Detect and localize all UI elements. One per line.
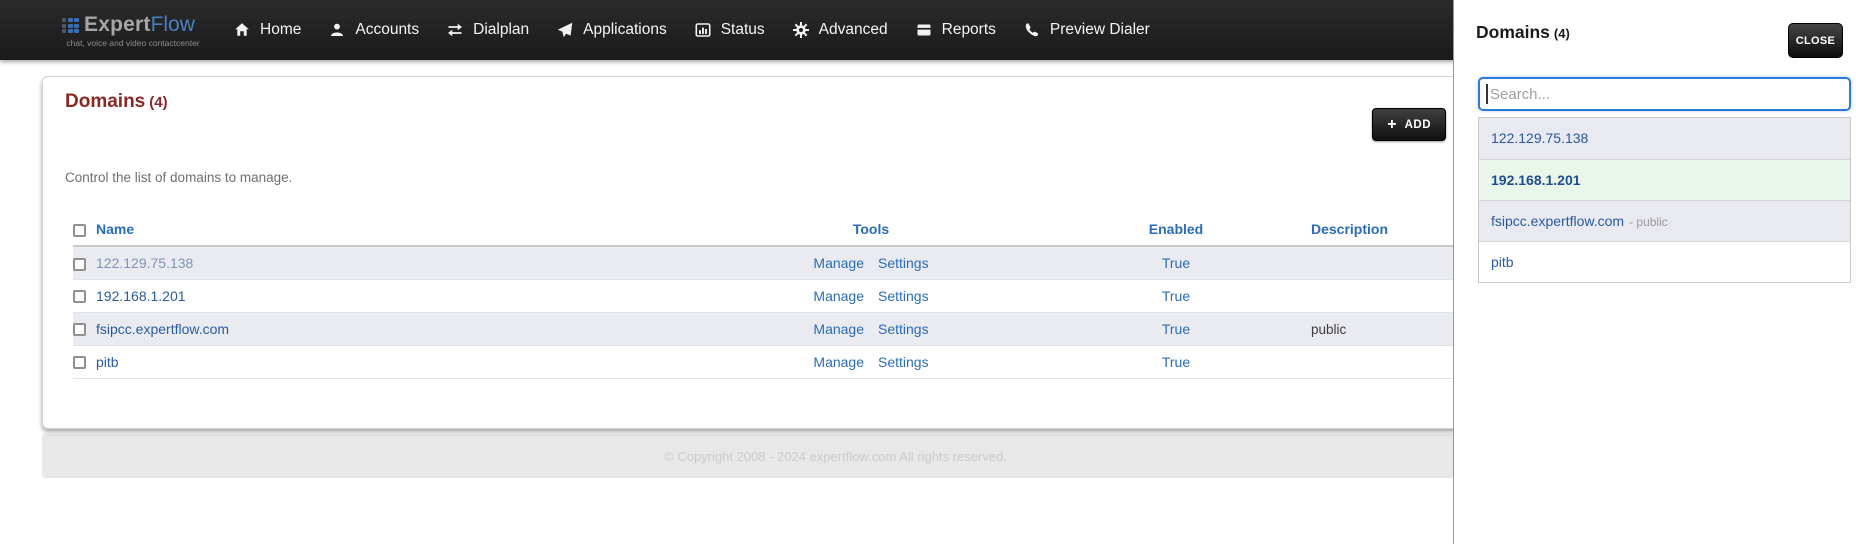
table-row: pitb Manage Settings True [73, 345, 1470, 379]
list-item[interactable]: 122.129.75.138 [1479, 118, 1850, 159]
nav-item-status[interactable]: Status [695, 21, 765, 39]
table-row: 122.129.75.138 Manage Settings True [73, 246, 1470, 280]
add-button[interactable]: + ADD [1372, 108, 1446, 141]
manage-link[interactable]: Manage [813, 287, 864, 304]
nav-item-label: Accounts [355, 21, 420, 38]
nav-item-applications[interactable]: Applications [557, 21, 667, 39]
page-title: Domains (4) [65, 91, 168, 112]
footer: © Copyright 2008 - 2024 expertflow.com A… [42, 434, 1629, 478]
manage-link[interactable]: Manage [813, 320, 864, 337]
column-header-tools[interactable]: Tools [701, 213, 1041, 247]
domain-name-link[interactable]: fsipcc.expertflow.com [96, 320, 230, 337]
column-header-enabled[interactable]: Enabled [1041, 213, 1311, 247]
select-all-checkbox[interactable] [73, 223, 86, 237]
enabled-value: True [1161, 320, 1191, 337]
table-header-row: Name Tools Enabled Description [73, 213, 1470, 247]
panel-domain-count: (4) [1553, 26, 1570, 41]
settings-link[interactable]: Settings [878, 254, 929, 271]
panel-title: Domains (4) [1476, 22, 1570, 42]
expertflow-logo[interactable]: ExpertFlow chat, voice and video contact… [62, 13, 204, 48]
home-icon [234, 22, 250, 38]
row-checkbox[interactable] [73, 290, 86, 304]
nav-item-dialplan[interactable]: Dialplan [447, 21, 529, 39]
page-description: Control the list of domains to manage. [65, 170, 293, 185]
domain-name-link[interactable]: 122.129.75.138 [96, 254, 194, 271]
nav-items: Home Accounts Dialplan Applications Stat… [234, 21, 1150, 39]
nav-item-label: Home [260, 21, 302, 38]
nav-item-label: Reports [941, 21, 996, 38]
domain-name-link[interactable]: 192.168.1.201 [96, 287, 186, 304]
manage-link[interactable]: Manage [813, 353, 864, 370]
nav-item-home[interactable]: Home [234, 21, 301, 39]
list-item[interactable]: fsipcc.expertflow.com - public [1479, 200, 1850, 241]
nav-item-label: Preview Dialer [1049, 21, 1150, 38]
manage-link[interactable]: Manage [813, 254, 864, 271]
row-checkbox[interactable] [73, 323, 86, 337]
list-item-suffix: - public [1629, 215, 1668, 229]
close-button[interactable]: CLOSE [1788, 23, 1843, 58]
settings-link[interactable]: Settings [878, 320, 929, 337]
settings-link[interactable]: Settings [878, 287, 929, 304]
nav-item-label: Dialplan [473, 21, 530, 38]
nav-item-reports[interactable]: Reports [916, 21, 996, 39]
column-header-name[interactable]: Name [96, 213, 701, 247]
enabled-value: True [1161, 353, 1191, 370]
expertflow-logo-icon [62, 18, 79, 33]
text-caret [1486, 84, 1488, 104]
domain-count: (4) [149, 94, 168, 111]
brand-text: Expert [84, 12, 151, 36]
plus-icon: + [1387, 115, 1397, 133]
nav-item-preview-dialer[interactable]: Preview Dialer [1024, 21, 1150, 39]
preview-dialer-icon [1024, 22, 1040, 38]
nav-item-advanced[interactable]: Advanced [792, 21, 888, 39]
copyright-text: © Copyright 2008 - 2024 expertflow.com A… [664, 448, 1007, 464]
advanced-icon [792, 22, 809, 38]
applications-icon [557, 22, 573, 38]
reports-icon [916, 22, 932, 38]
list-item[interactable]: 192.168.1.201 [1479, 159, 1850, 200]
row-checkbox[interactable] [73, 356, 86, 370]
settings-link[interactable]: Settings [878, 353, 929, 370]
domains-table: Name Tools Enabled Description 122.129.7… [73, 213, 1470, 379]
table-row: fsipcc.expertflow.com Manage Settings Tru… [73, 312, 1470, 346]
nav-item-label: Status [720, 21, 765, 38]
row-checkbox[interactable] [73, 257, 86, 271]
enabled-value: True [1161, 287, 1191, 304]
brand-accent-text: Flow [150, 12, 195, 36]
column-header-description[interactable]: Description [1311, 213, 1470, 247]
status-icon [695, 22, 711, 38]
add-button-label: ADD [1404, 118, 1431, 131]
nav-item-accounts[interactable]: Accounts [329, 21, 419, 39]
dialplan-icon [447, 22, 463, 38]
domains-card: Domains (4) Control the list of domains t… [42, 76, 1470, 429]
domain-name-link[interactable]: pitb [96, 353, 119, 370]
enabled-value: True [1161, 254, 1191, 271]
list-item[interactable]: pitb [1479, 241, 1850, 282]
table-row: 192.168.1.201 Manage Settings True [73, 279, 1470, 313]
domain-quick-list: 122.129.75.138 192.168.1.201 fsipcc.expe… [1478, 117, 1851, 283]
search-input[interactable] [1478, 77, 1851, 111]
brand-tagline: chat, voice and video contactcenter [66, 37, 200, 48]
accounts-icon [329, 22, 345, 38]
nav-item-label: Applications [583, 21, 667, 38]
domains-side-panel: Domains(4) CLOSE 122.129.75.138 192.168.… [1453, 0, 1856, 544]
description-value: public [1311, 321, 1347, 337]
nav-item-label: Advanced [818, 21, 888, 38]
